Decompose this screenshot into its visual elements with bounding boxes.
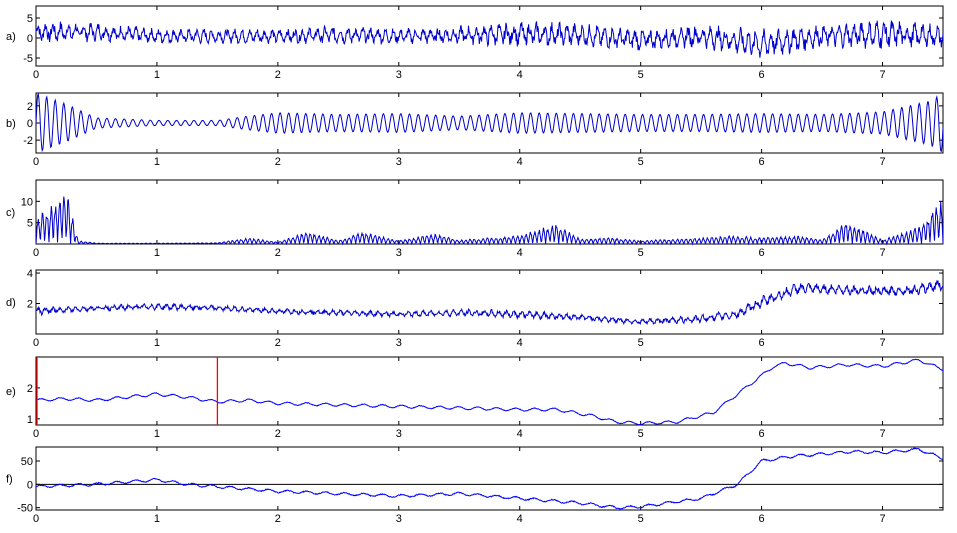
x-tick-label: 4 — [517, 513, 523, 525]
x-tick-label: 7 — [879, 428, 885, 440]
x-tick-label: 5 — [638, 513, 644, 525]
x-tick-label: 6 — [759, 428, 765, 440]
x-tick-label: 4 — [517, 156, 523, 168]
x-tick-label: 1 — [154, 247, 160, 259]
x-tick-label: 6 — [759, 69, 765, 81]
x-tick-label: 0 — [33, 156, 39, 168]
x-tick-label: 6 — [759, 513, 765, 525]
y-tick-label: 0 — [27, 479, 33, 491]
axes-frame — [35, 356, 944, 426]
y-tick-label: 0 — [27, 33, 33, 45]
y-tick-label: -50 — [17, 503, 33, 515]
x-tick-label: 4 — [517, 428, 523, 440]
x-tick-label: 7 — [879, 247, 885, 259]
x-tick-label: 7 — [879, 69, 885, 81]
x-tick-label: 0 — [33, 513, 39, 525]
axes-frame — [35, 179, 944, 245]
y-tick-label: 50 — [21, 456, 33, 468]
x-tick-label: 7 — [879, 156, 885, 168]
x-tick-label: 0 — [33, 247, 39, 259]
y-tick-label: 5 — [27, 13, 33, 25]
x-tick-label: 3 — [396, 513, 402, 525]
panel-label: e) — [6, 386, 16, 398]
series-line — [35, 196, 944, 246]
x-tick-label: 7 — [879, 337, 885, 349]
panel-label: b) — [6, 118, 16, 130]
x-tick-label: 5 — [638, 156, 644, 168]
series-line — [35, 279, 944, 326]
x-tick-label: 5 — [638, 428, 644, 440]
panel-label: d) — [6, 297, 16, 309]
x-tick-label: 2 — [275, 69, 281, 81]
y-tick-label: -2 — [23, 135, 33, 147]
x-tick-label: 5 — [638, 337, 644, 349]
x-tick-label: 1 — [154, 69, 160, 81]
x-tick-label: 6 — [759, 156, 765, 168]
x-tick-label: 0 — [33, 428, 39, 440]
x-tick-label: 5 — [638, 69, 644, 81]
x-tick-label: 3 — [396, 247, 402, 259]
x-tick-label: 3 — [396, 69, 402, 81]
y-tick-label: -5 — [23, 53, 33, 65]
x-tick-label: 1 — [154, 156, 160, 168]
x-tick-label: 4 — [517, 69, 523, 81]
x-tick-label: 5 — [638, 247, 644, 259]
x-tick-label: 7 — [879, 513, 885, 525]
x-tick-label: 3 — [396, 156, 402, 168]
series-line — [36, 358, 944, 426]
y-tick-label: 10 — [21, 196, 33, 208]
x-tick-label: 6 — [759, 247, 765, 259]
panel-label: a) — [6, 31, 16, 43]
x-tick-label: 0 — [33, 337, 39, 349]
panel-label: c) — [6, 207, 15, 219]
y-tick-label: 2 — [27, 299, 33, 311]
panel-0: 0 1 2 3 4 5 6 750-5a) — [6, 5, 944, 81]
y-tick-label: 2 — [27, 383, 33, 395]
y-tick-label: 0 — [27, 118, 33, 130]
axes-frame — [35, 269, 944, 335]
x-tick-label: 1 — [154, 513, 160, 525]
series-line — [35, 447, 944, 510]
x-tick-label: 6 — [759, 337, 765, 349]
x-tick-label: 2 — [275, 156, 281, 168]
y-tick-label: 4 — [27, 268, 33, 280]
panel-1: 0 1 2 3 4 5 6 720-2b) — [6, 92, 944, 168]
y-tick-label: 2 — [27, 101, 33, 113]
x-tick-label: 1 — [154, 337, 160, 349]
x-tick-label: 2 — [275, 337, 281, 349]
x-tick-label: 4 — [517, 337, 523, 349]
x-tick-label: 2 — [275, 513, 281, 525]
x-tick-label: 4 — [517, 247, 523, 259]
panel-2: 0 1 2 3 4 5 6 7 10 5 c) — [6, 179, 944, 259]
series-line — [35, 92, 944, 153]
panel-3: 0 1 2 3 4 5 6 7 4 2 d) — [6, 268, 944, 349]
x-tick-label: 2 — [275, 428, 281, 440]
x-tick-label: 1 — [154, 428, 160, 440]
series-line — [35, 20, 944, 58]
y-tick-label: 1 — [27, 414, 33, 426]
x-tick-label: 3 — [396, 337, 402, 349]
panel-label: f) — [6, 474, 13, 486]
x-tick-label: 2 — [275, 247, 281, 259]
x-tick-label: 0 — [33, 69, 39, 81]
y-tick-label: 5 — [27, 218, 33, 230]
x-tick-label: 3 — [396, 428, 402, 440]
